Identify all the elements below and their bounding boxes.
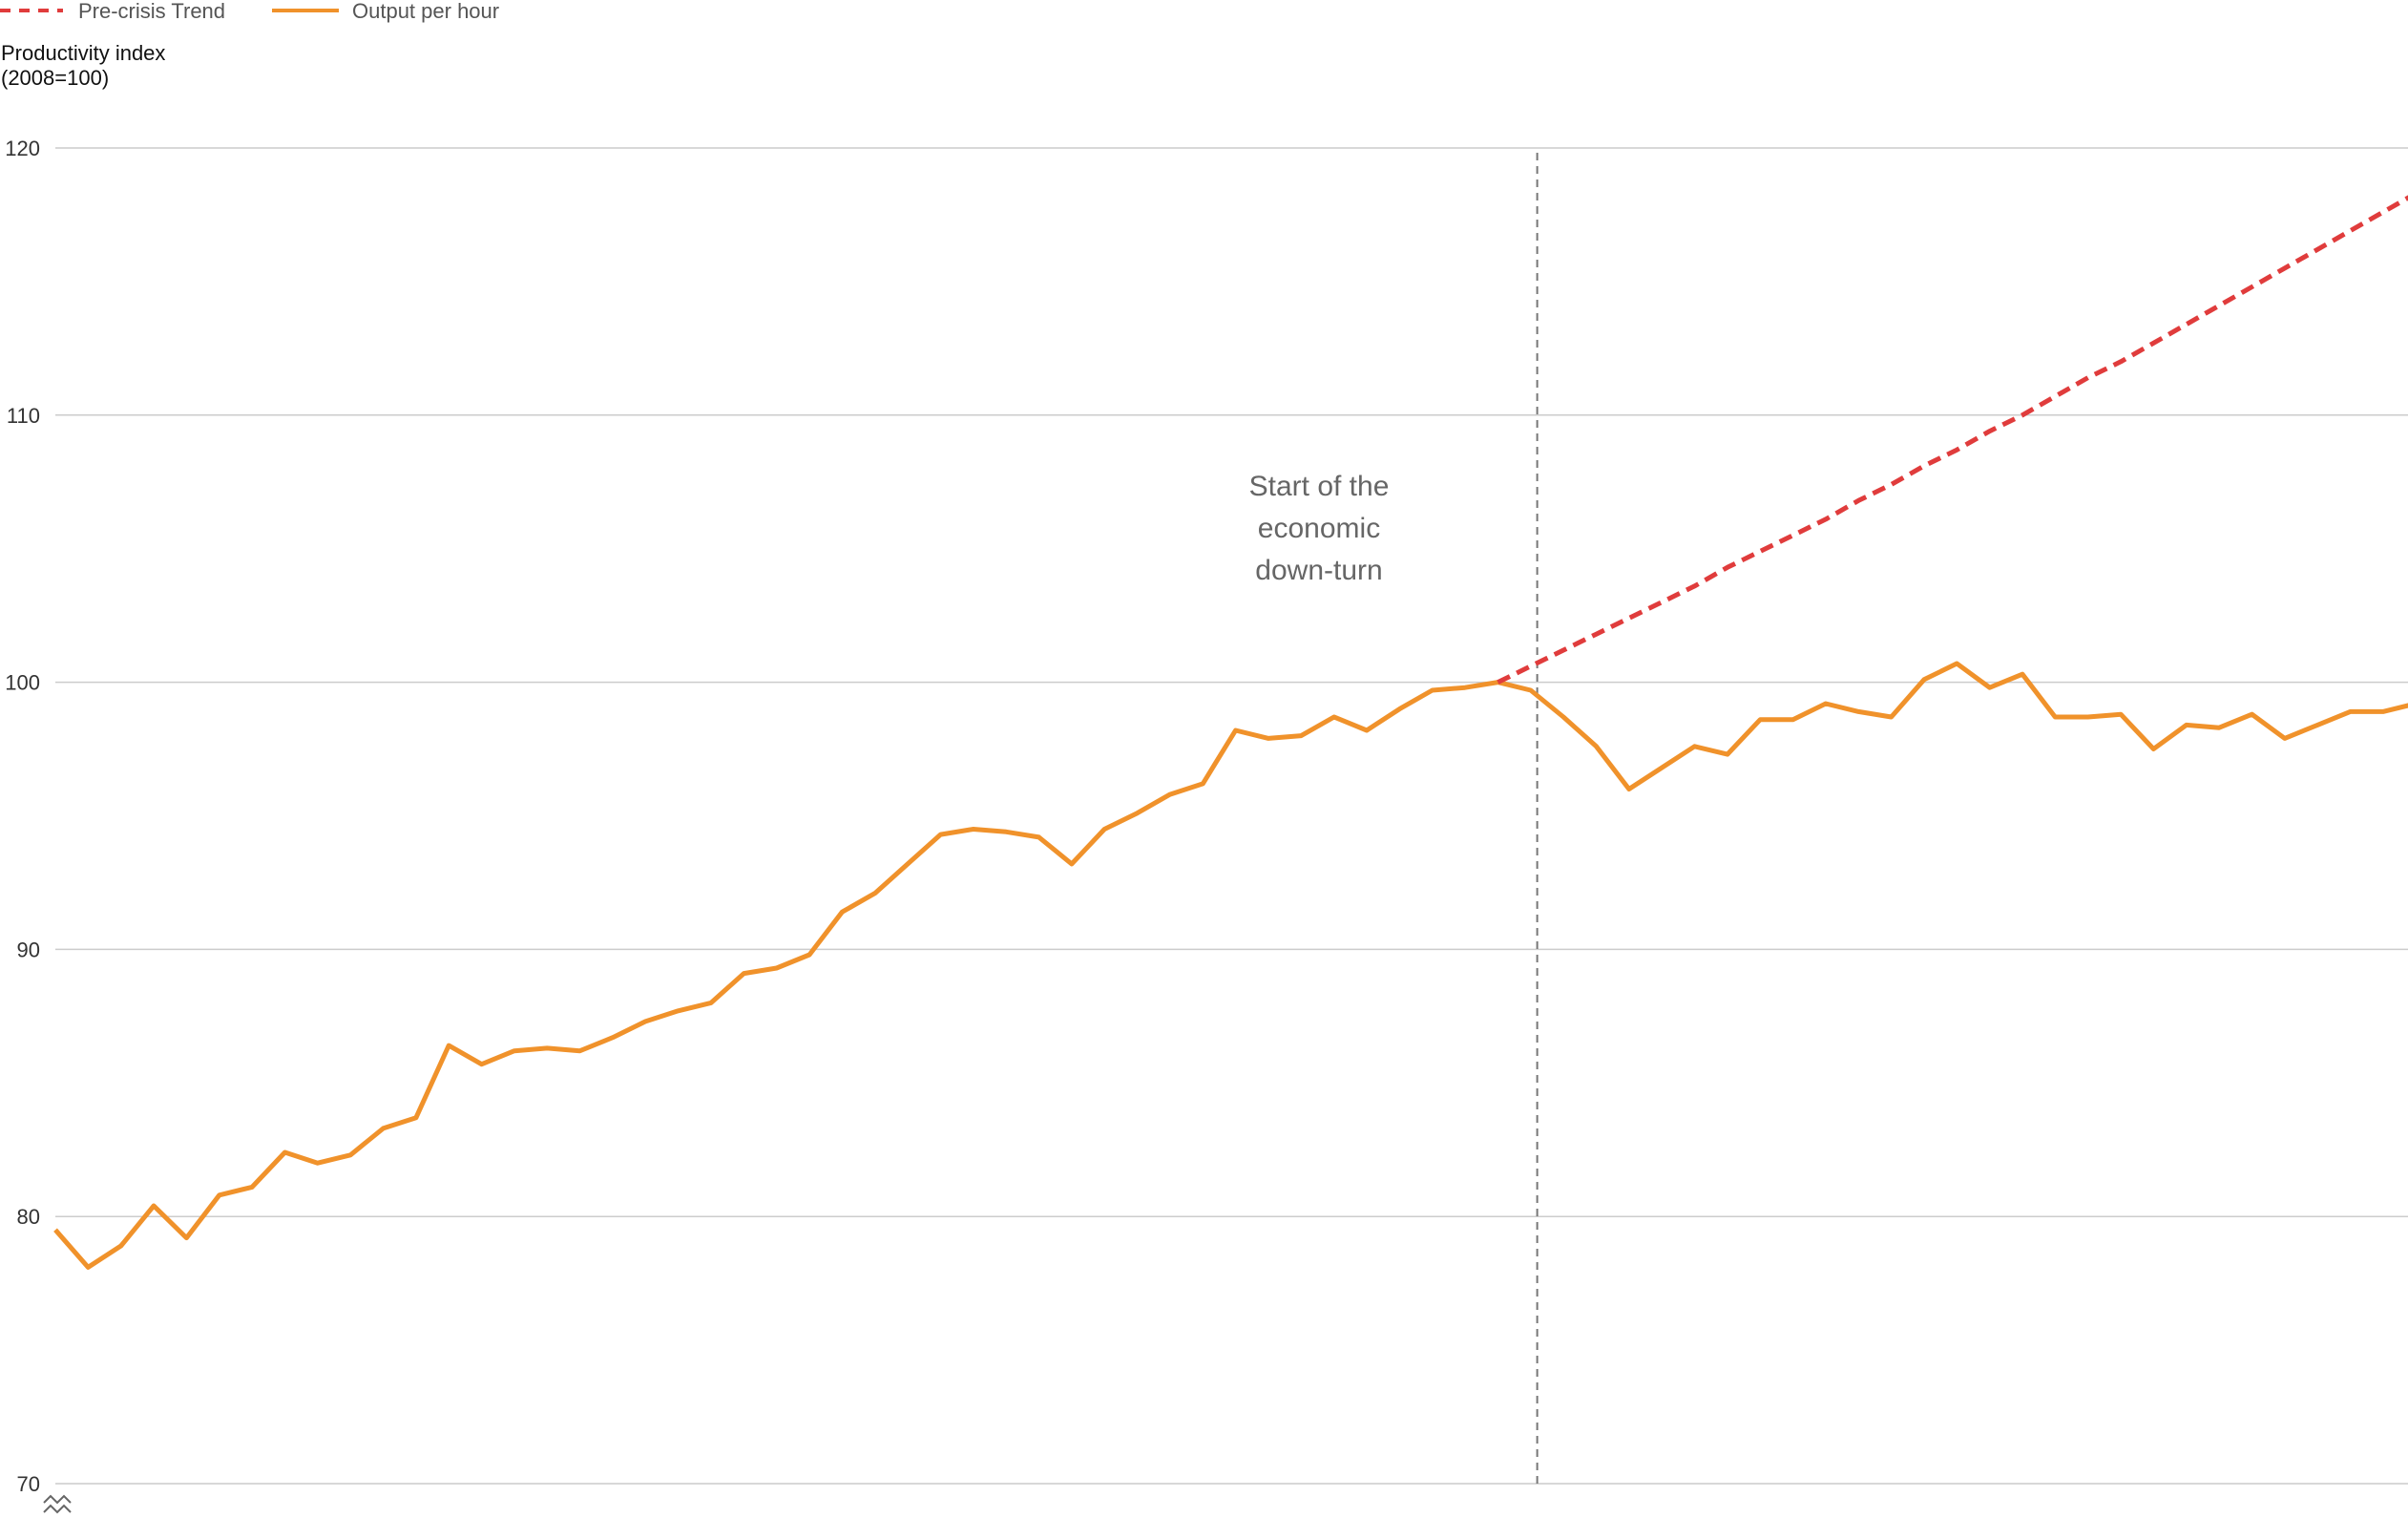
downturn-annotation-line-1: Start of the [1249, 471, 1390, 502]
legend: Pre-crisis Trend Output per hour [0, 0, 499, 23]
legend-label-output: Output per hour [352, 0, 499, 23]
y-tick-labels: 70 80 90 100 110 120 [5, 137, 40, 1496]
series-line-pre-crisis-trend [1497, 195, 2408, 685]
downturn-marker: Start of the economic down-turn [1249, 153, 1539, 1484]
y-tick-label: 80 [17, 1205, 40, 1229]
y-tick-label: 110 [7, 404, 40, 428]
downturn-annotation-line-2: economic [1258, 513, 1380, 544]
series-layer [53, 195, 2408, 1270]
y-axis-label-line-1: Productivity index [1, 41, 165, 65]
y-tick-label: 100 [5, 671, 40, 695]
y-tick-label: 120 [5, 137, 40, 160]
y-tick-label: 70 [17, 1472, 40, 1496]
y-tick-label: 90 [17, 938, 40, 961]
axis-break-icon [43, 1494, 72, 1514]
legend-label-trend: Pre-crisis Trend [78, 0, 225, 23]
y-axis-label-line-2: (2008=100) [1, 66, 109, 90]
gridlines [55, 147, 2408, 1485]
downturn-annotation-line-3: down-turn [1255, 555, 1382, 586]
series-line-output-per-hour [53, 661, 2408, 1270]
